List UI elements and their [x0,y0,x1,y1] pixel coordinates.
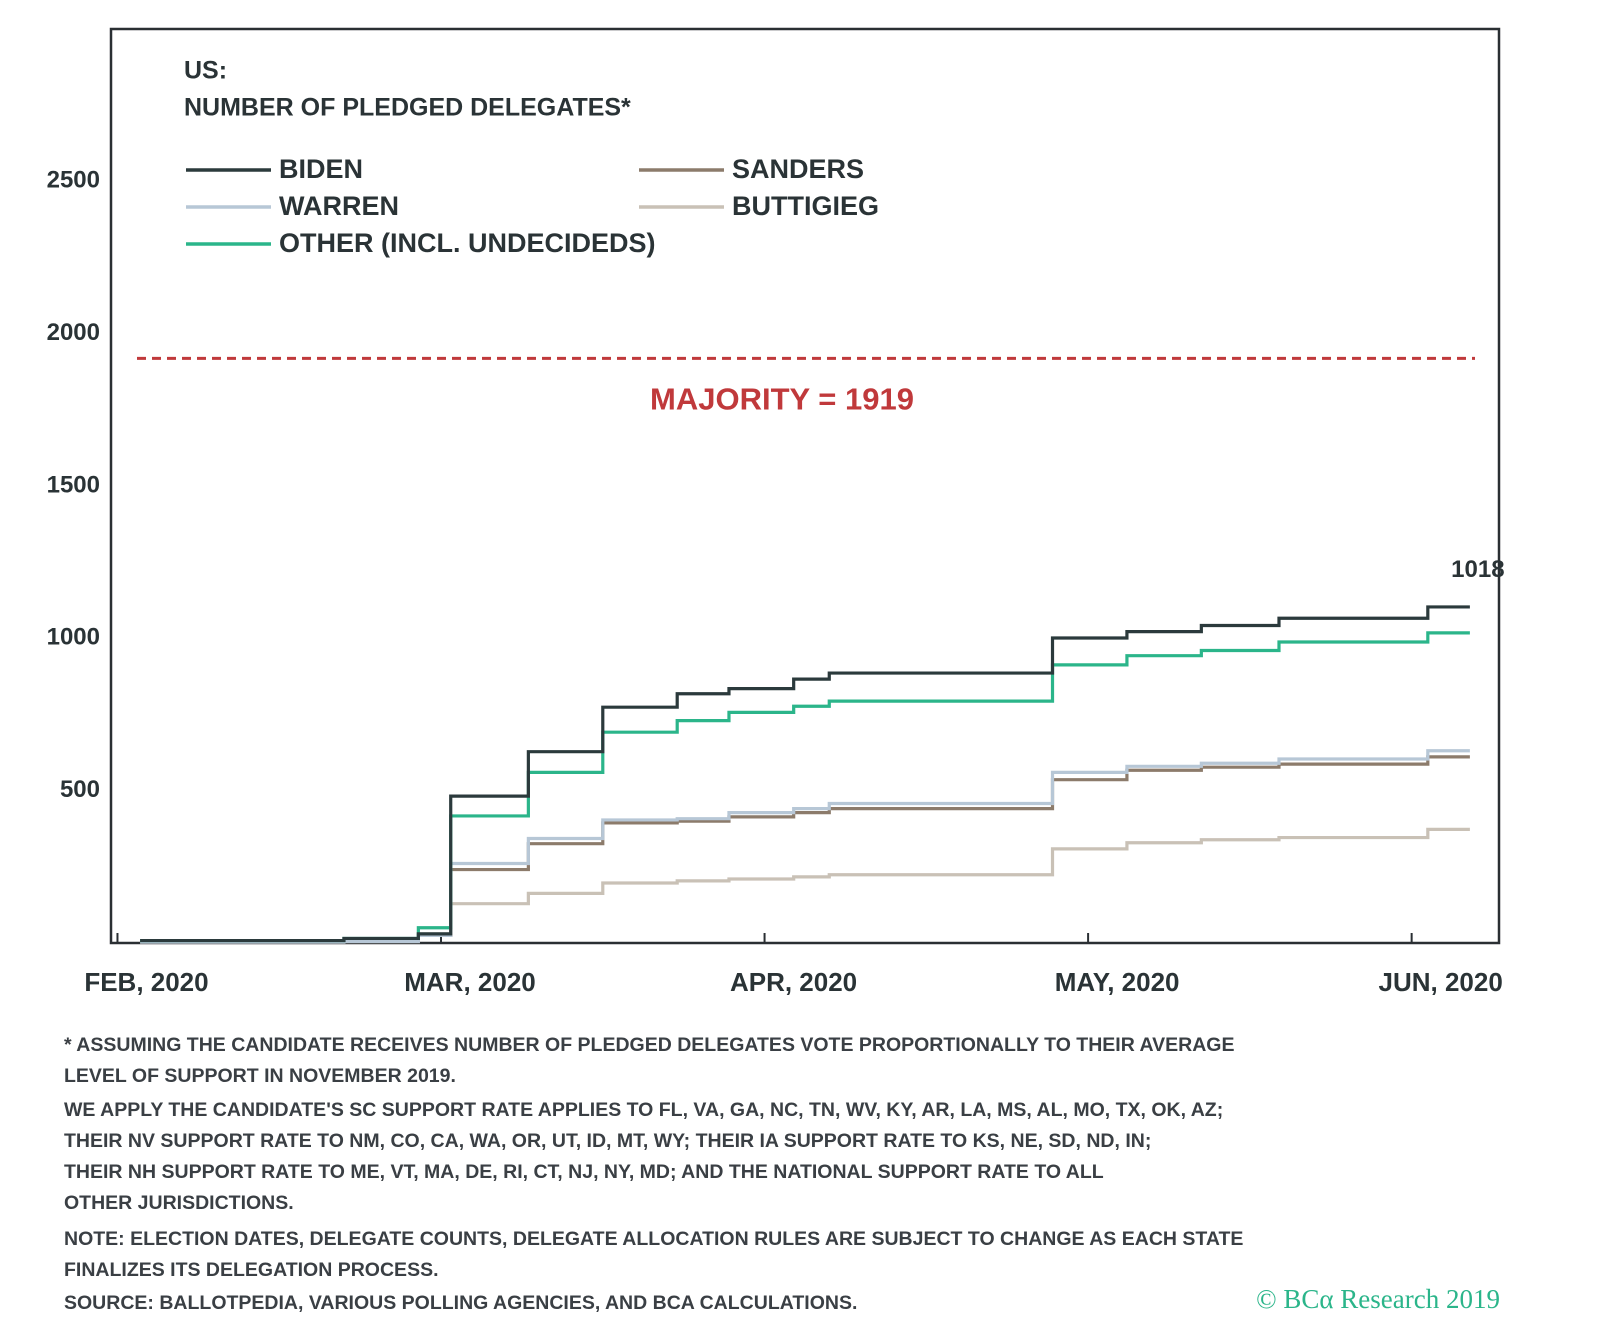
end-label: 1018 [1451,556,1504,583]
legend-label: BUTTIGIEG [732,191,879,221]
y-tick-label: 2000 [47,319,100,346]
y-tick-label: 1000 [47,624,100,651]
majority-label: MAJORITY = 1919 [650,382,914,417]
copyright: © BCα Research 2019 [1256,1284,1500,1314]
series-line [140,749,1470,944]
chart-title: US: [184,57,227,85]
x-tick-label: MAY, 2020 [1055,967,1180,997]
footnote: NOTE: ELECTION DATES, DELEGATE COUNTS, D… [64,1228,1243,1250]
legend-label: WARREN [279,191,399,221]
chart-subtitle: NUMBER OF PLEDGED DELEGATES* [184,94,631,122]
x-tick-label: MAR, 2020 [404,967,536,997]
legend-label: OTHER (INCL. UNDECIDEDS) [279,228,656,258]
series-line [140,605,1470,943]
footnote: FINALIZES ITS DELEGATION PROCESS. [64,1259,439,1281]
legend-label: SANDERS [732,154,864,184]
footnote: * ASSUMING THE CANDIDATE RECEIVES NUMBER… [64,1034,1234,1056]
footnote: LEVEL OF SUPPORT IN NOVEMBER 2019. [64,1065,456,1087]
series-line [140,827,1470,944]
footnote: OTHER JURISDICTIONS. [64,1192,294,1214]
y-tick-label: 1500 [47,471,100,498]
legend-label: BIDEN [279,154,363,184]
x-tick-label: APR, 2020 [730,967,857,997]
y-tick-label: 500 [60,776,100,803]
y-tick-label: 2500 [47,167,100,194]
footnote: THEIR NV SUPPORT RATE TO NM, CO, CA, WA,… [64,1130,1151,1152]
footnote: WE APPLY THE CANDIDATE'S SC SUPPORT RATE… [64,1099,1223,1121]
x-tick-label: FEB, 2020 [84,967,208,997]
x-tick-label: JUN, 2020 [1378,967,1502,997]
series-line [140,755,1470,944]
footnote: THEIR NH SUPPORT RATE TO ME, VT, MA, DE,… [64,1161,1104,1183]
footnote: SOURCE: BALLOTPEDIA, VARIOUS POLLING AGE… [64,1292,857,1314]
series-line [140,631,1470,943]
